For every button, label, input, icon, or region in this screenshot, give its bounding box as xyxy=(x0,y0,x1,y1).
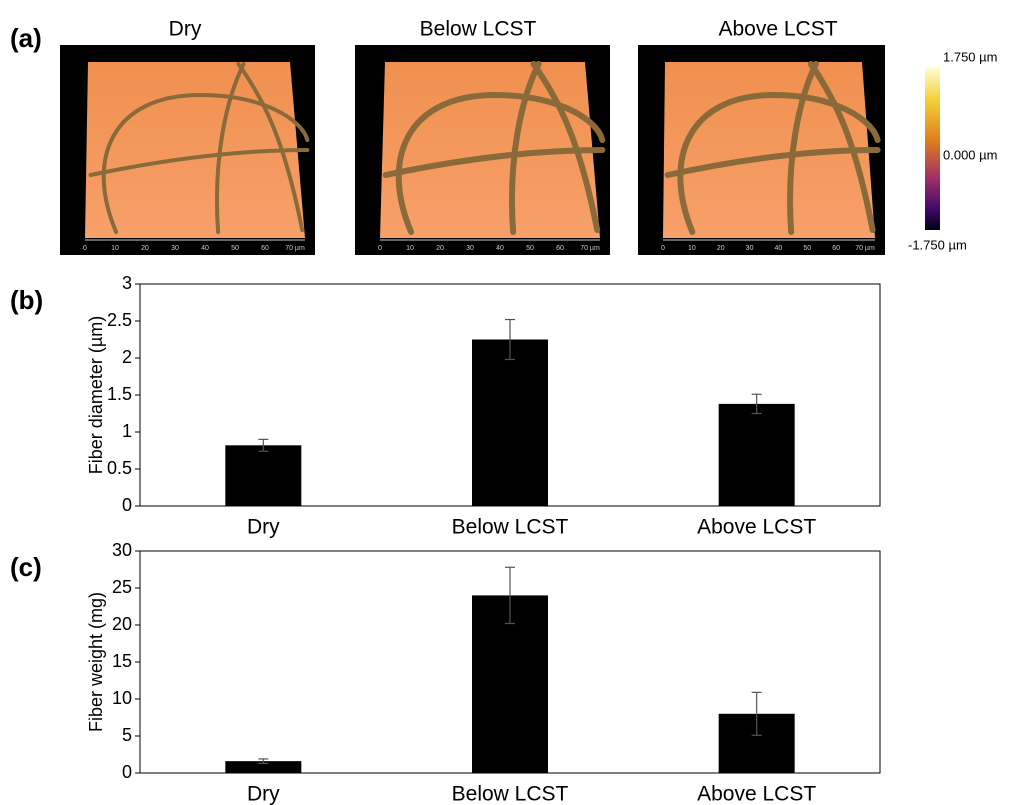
x-tick-label: Above LCST xyxy=(697,783,816,805)
image-tick-label: 0 xyxy=(83,245,87,252)
panel-label: (c) xyxy=(10,552,42,582)
surface xyxy=(85,62,305,238)
image-tick-label: 70 µm xyxy=(285,245,305,252)
image-tick-label: 70 µm xyxy=(855,245,875,252)
y-tick-label: 2 xyxy=(122,347,132,367)
image-tick-label: 20 xyxy=(717,245,725,252)
error-bar xyxy=(505,566,515,625)
fiber xyxy=(807,61,876,233)
image-tick-label: 20 xyxy=(141,245,149,252)
image-tick-label: 0 xyxy=(378,245,382,252)
colorbar xyxy=(925,66,940,230)
y-tick-label: 0 xyxy=(122,495,132,515)
y-tick-label: 0.5 xyxy=(107,458,132,478)
fiber xyxy=(395,91,606,235)
y-tick-label: 30 xyxy=(112,540,132,560)
panel-label: (a) xyxy=(10,23,42,53)
image-tick-label: 60 xyxy=(556,245,564,252)
image-tick-label: 40 xyxy=(775,245,783,252)
bar xyxy=(472,339,548,506)
image-tick-label: 10 xyxy=(688,245,696,252)
fiber xyxy=(236,62,305,232)
image-tick-label: 50 xyxy=(803,245,811,252)
image-tick-label: 30 xyxy=(466,245,474,252)
image-tick-label: 30 xyxy=(746,245,754,252)
image-tick-label: 40 xyxy=(496,245,504,252)
error-bar xyxy=(258,438,269,452)
image-tick-label: 30 xyxy=(171,245,179,252)
colorbar-label: -1.750 µm xyxy=(908,237,967,252)
y-tick-label: 1.5 xyxy=(107,384,132,404)
y-tick-label: 25 xyxy=(112,577,132,597)
y-tick-label: 3 xyxy=(122,273,132,293)
error-bar xyxy=(258,758,269,764)
image-tick-label: 50 xyxy=(526,245,534,252)
y-tick-label: 15 xyxy=(112,651,132,671)
colorbar-label: 0.000 µm xyxy=(943,147,997,162)
image-tick-label: 0 xyxy=(661,245,665,252)
y-tick-label: 5 xyxy=(122,725,132,745)
fiber xyxy=(787,61,819,235)
bar xyxy=(472,595,548,773)
colorbar-label: 1.750 µm xyxy=(943,49,997,64)
y-tick-label: 2.5 xyxy=(107,310,132,330)
y-tick-label: 0 xyxy=(122,762,132,782)
y-axis-label: Fiber diameter (µm) xyxy=(86,316,106,474)
image-tick-label: 70 µm xyxy=(580,245,600,252)
image-title: Above LCST xyxy=(718,18,837,41)
image-tick-label: 60 xyxy=(832,245,840,252)
image-tick-label: 20 xyxy=(436,245,444,252)
x-tick-label: Dry xyxy=(247,783,280,805)
error-bar xyxy=(751,393,762,415)
image-tick-label: 10 xyxy=(111,245,119,252)
bar xyxy=(225,761,302,773)
image-tick-label: 10 xyxy=(406,245,414,252)
image-tick-label: 60 xyxy=(261,245,269,252)
image-title: Dry xyxy=(169,18,202,41)
fiber xyxy=(101,92,310,234)
x-tick-label: Below LCST xyxy=(452,516,569,539)
image-tick-label: 40 xyxy=(201,245,209,252)
y-tick-label: 20 xyxy=(112,614,132,634)
fiber xyxy=(508,61,542,235)
bar xyxy=(718,403,795,506)
error-bar xyxy=(505,318,515,361)
fiber xyxy=(677,91,881,235)
y-axis-label: Fiber weight (mg) xyxy=(86,592,106,732)
afm-images: Dry 0 10 20 30 40 50 60 70 µm Below LCST 0 10 20 30 40… xyxy=(60,18,885,255)
error-bar xyxy=(751,691,762,736)
bar xyxy=(225,445,302,506)
y-tick-label: 1 xyxy=(122,421,132,441)
y-tick-label: 10 xyxy=(112,688,132,708)
x-tick-label: Below LCST xyxy=(452,783,569,805)
fiber xyxy=(214,62,246,234)
image-tick-label: 50 xyxy=(231,245,239,252)
x-tick-label: Above LCST xyxy=(697,516,816,539)
panel-label: (b) xyxy=(10,285,43,315)
image-title: Below LCST xyxy=(420,18,537,41)
x-tick-label: Dry xyxy=(247,516,280,539)
fiber xyxy=(530,61,601,233)
